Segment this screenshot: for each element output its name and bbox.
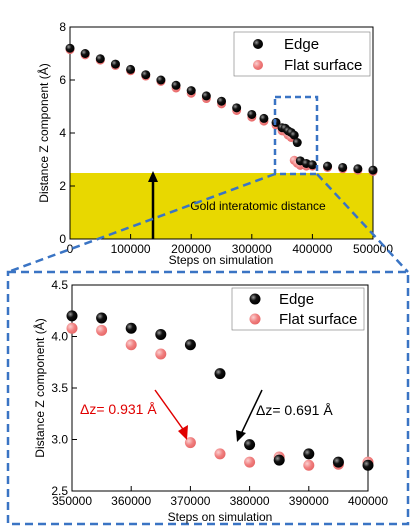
y-ticks-top: 0 2 4 6 8 xyxy=(59,20,75,246)
x-tick-label: 380000 xyxy=(230,494,270,508)
x-tick-label: 350000 xyxy=(52,494,92,508)
delta-z-flat-label: Δz= 0.931 Å xyxy=(80,401,157,417)
edge-point xyxy=(80,49,90,58)
y-tick-label: 3.0 xyxy=(51,433,68,447)
gold-band-label: Gold interatomic distance xyxy=(190,199,326,213)
x-tick-label: 390000 xyxy=(289,494,329,508)
edge-point xyxy=(303,448,315,460)
legend-top-edge-marker xyxy=(253,39,263,49)
edge-point xyxy=(289,130,299,140)
edge-point xyxy=(201,91,211,101)
edge-point xyxy=(66,310,78,322)
flat-surface-point xyxy=(66,322,78,334)
legend-bottom: Edge Flat surface xyxy=(231,287,365,331)
y-tick-label: 4.0 xyxy=(51,330,68,344)
x-axis-label-top: Steps on simulation xyxy=(169,253,274,267)
edge-point xyxy=(244,439,256,451)
x-tick-label: 370000 xyxy=(170,494,210,508)
edge-point xyxy=(125,322,137,334)
edge-point xyxy=(96,312,108,324)
points-top xyxy=(65,43,378,176)
edge-point xyxy=(155,328,167,340)
points-bottom xyxy=(66,310,374,471)
y-axis-label-top: Distance Z component (Å) xyxy=(36,63,51,202)
edge-point xyxy=(186,86,196,96)
edge-point xyxy=(214,368,226,380)
zoom-line-right xyxy=(316,173,409,273)
delta-z-flat-arrow xyxy=(154,389,186,433)
edge-point xyxy=(338,162,348,172)
delta-z-flat-arrowhead xyxy=(178,425,188,440)
delta-z-edge-arrow xyxy=(240,389,263,435)
x-tick-label: 400000 xyxy=(292,242,332,256)
zoom-panel xyxy=(6,270,410,526)
x-tick-label: 200000 xyxy=(171,242,211,256)
edge-point xyxy=(232,103,242,113)
y-ticks-bottom: 2.5 3.0 3.5 4.0 4.5 xyxy=(51,278,77,498)
edge-point xyxy=(184,339,196,351)
y-tick-label: 2.5 xyxy=(51,484,68,498)
y-tick-label: 0 xyxy=(59,232,66,246)
legend-bottom-flat-marker xyxy=(249,313,261,325)
edge-point xyxy=(141,70,151,80)
y-tick-label: 2 xyxy=(59,179,66,193)
flat-surface-point xyxy=(244,456,256,468)
edge-point xyxy=(353,164,363,174)
edge-point xyxy=(323,161,333,171)
delta-z-edge-arrowhead xyxy=(236,430,246,442)
x-tick-label: 500000 xyxy=(353,242,393,256)
x-tick-label: 0 xyxy=(67,242,74,256)
edge-point xyxy=(362,459,374,471)
y-tick-label: 4.5 xyxy=(51,278,68,292)
delta-z-edge-label: Δz= 0.691 Å xyxy=(256,402,333,418)
chart-top: Gold interatomic distance 0 100000 200000 3… xyxy=(36,20,393,267)
legend-top-flat-label: Flat surface xyxy=(284,57,362,74)
y-tick-label: 6 xyxy=(59,73,66,87)
legend-bottom-edge-label: Edge xyxy=(279,291,314,308)
edge-point xyxy=(332,456,344,468)
y-tick-label: 8 xyxy=(59,20,66,34)
zoom-line-left xyxy=(7,172,276,274)
x-tick-label: 100000 xyxy=(111,242,151,256)
flat-surface-point xyxy=(214,448,226,460)
x-ticks-bottom: 350000 360000 370000 380000 390000 400000 xyxy=(52,486,388,508)
edge-point xyxy=(126,64,136,74)
edge-point xyxy=(65,43,75,53)
flat-surface-point xyxy=(303,459,315,471)
x-tick-label: 300000 xyxy=(232,242,272,256)
legend-top-flat-marker xyxy=(253,60,263,70)
flat-surface-point xyxy=(184,437,196,449)
edge-point xyxy=(247,109,257,119)
legend-bottom-edge-marker xyxy=(249,293,261,305)
flat-surface-point xyxy=(96,324,108,336)
edge-point xyxy=(110,59,120,69)
edge-point xyxy=(95,54,105,64)
zoom-box xyxy=(273,95,319,176)
edge-point xyxy=(368,165,378,175)
y-axis-label-bottom: Distance Z component (Å) xyxy=(32,318,47,457)
flat-surface-point xyxy=(155,348,167,360)
edge-point xyxy=(259,113,269,123)
y-tick-label: 4 xyxy=(59,126,66,140)
edge-point xyxy=(171,80,181,90)
x-tick-label: 360000 xyxy=(111,494,151,508)
chart-bottom: 350000 360000 370000 380000 390000 400000 2.5… xyxy=(32,278,388,524)
edge-point xyxy=(292,138,302,148)
edge-point xyxy=(156,75,166,85)
edge-point xyxy=(217,96,226,106)
x-tick-label: 400000 xyxy=(348,494,388,508)
legend-top: Edge Flat surface xyxy=(233,31,371,77)
legend-bottom-flat-label: Flat surface xyxy=(279,311,357,328)
edge-point xyxy=(273,454,285,466)
gold-band xyxy=(70,173,373,239)
legend-top-edge-label: Edge xyxy=(284,36,319,53)
flat-surface-point xyxy=(125,339,137,351)
gold-band-arrowhead xyxy=(148,171,158,182)
y-tick-label: 3.5 xyxy=(51,381,68,395)
x-axis-label-bottom: Steps on simulation xyxy=(168,510,273,524)
edge-point xyxy=(307,160,317,170)
